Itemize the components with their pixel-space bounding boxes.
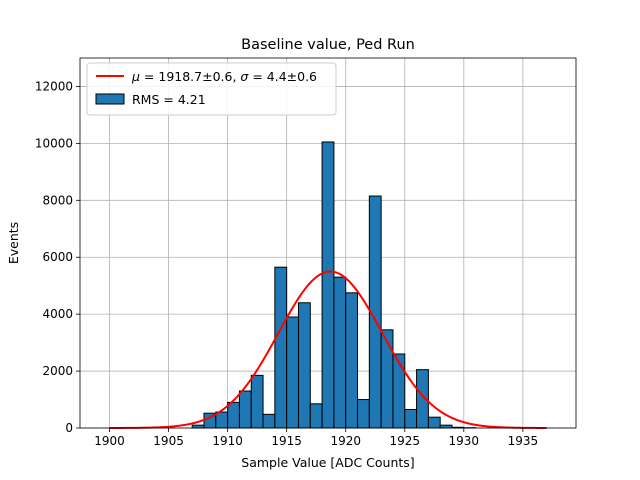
histogram-bar — [321, 141, 335, 429]
x-tick-label: 1925 — [389, 434, 420, 448]
x-tick-label: 1915 — [271, 434, 302, 448]
histogram-bar — [227, 401, 240, 429]
histogram-bar — [404, 409, 418, 429]
histogram-bar — [427, 416, 441, 429]
legend-bar-swatch — [95, 93, 125, 105]
histogram-bar — [215, 411, 229, 429]
y-axis-ticks: 0 2000 4000 6000 8000 10000 12000 — [35, 79, 80, 435]
legend-histogram-label: RMS = 4.21 — [132, 92, 206, 107]
x-tick-label: 1930 — [449, 434, 480, 448]
legend-fit-sigma-value: = 4.4±0.6 — [248, 69, 317, 84]
x-tick-label: 1920 — [330, 434, 361, 448]
legend-fit-sigma-symbol: σ — [240, 69, 249, 84]
x-tick-label: 1910 — [212, 434, 243, 448]
legend-fit-mu-value: = 1918.7±0.6, — [140, 69, 240, 84]
x-tick-label: 1905 — [153, 434, 184, 448]
histogram-bar — [439, 424, 453, 429]
chart-title: Baseline value, Ped Run — [241, 37, 415, 53]
histogram-bar — [286, 316, 299, 429]
y-tick-label: 2000 — [42, 364, 73, 378]
histogram-bar — [297, 302, 311, 429]
histogram-bar — [345, 292, 359, 429]
legend-fit-label: μ = 1918.7±0.6, σ = 4.4±0.6 — [131, 69, 317, 84]
histogram-bar — [380, 329, 394, 429]
legend: μ = 1918.7±0.6, σ = 4.4±0.6 RMS = 4.21 — [86, 62, 337, 116]
y-tick-label: 8000 — [42, 193, 73, 207]
histogram-bar — [250, 374, 264, 429]
y-tick-label: 12000 — [35, 79, 73, 93]
histogram-bar — [191, 424, 205, 429]
histogram-bar — [262, 413, 276, 429]
y-tick-label: 4000 — [42, 307, 73, 321]
x-tick-label: 1935 — [508, 434, 539, 448]
histogram-bar — [357, 399, 370, 429]
histogram-bar — [333, 276, 347, 429]
y-tick-label: 0 — [65, 421, 73, 435]
y-tick-label: 6000 — [42, 250, 73, 264]
histogram-bar — [309, 403, 323, 429]
histogram-bar — [392, 353, 406, 429]
x-axis-label: Sample Value [ADC Counts] — [241, 455, 414, 470]
histogram-bar — [238, 390, 252, 429]
y-axis-label: Events — [6, 222, 21, 264]
x-axis-ticks: 1900 1905 1910 1915 1920 1925 1930 1935 — [94, 428, 538, 448]
legend-fit-mu-symbol: μ — [131, 69, 140, 84]
x-tick-label: 1900 — [94, 434, 125, 448]
plot-frame — [79, 57, 577, 429]
legend-box — [86, 62, 337, 116]
histogram-bar — [274, 266, 288, 429]
y-tick-label: 10000 — [35, 136, 73, 150]
gaussian-fit-curve — [109, 270, 547, 429]
